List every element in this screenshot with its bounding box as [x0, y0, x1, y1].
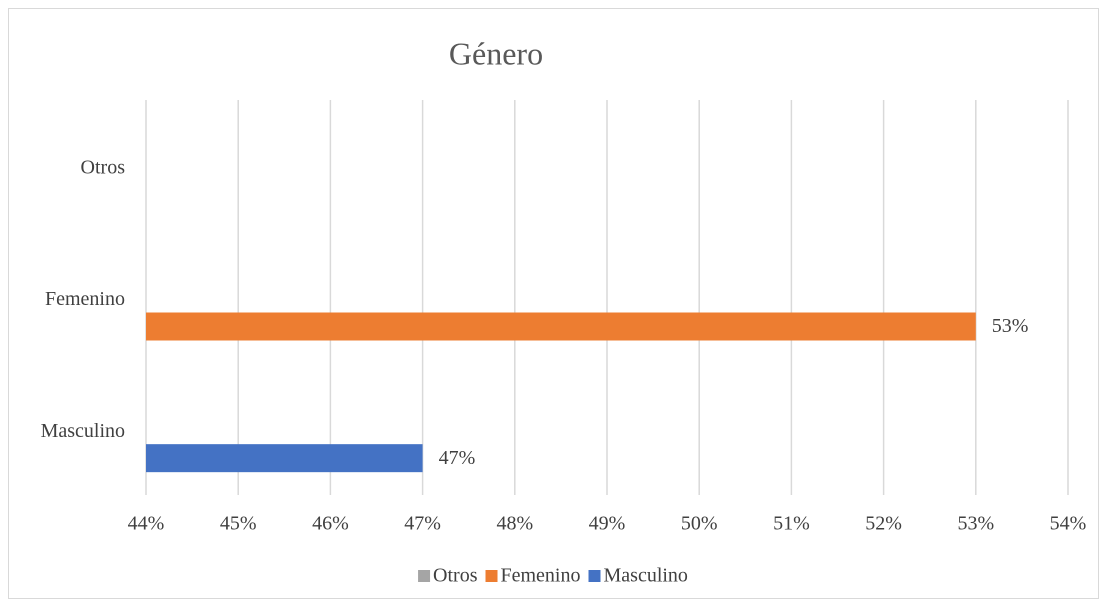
x-tick-label: 53% [957, 513, 994, 535]
x-tick-label: 45% [220, 513, 257, 535]
x-tick-label: 51% [773, 513, 810, 535]
chart-border [8, 8, 1099, 599]
y-tick-label: Masculino [41, 420, 125, 442]
data-label: 53% [992, 315, 1029, 337]
x-tick-label: 47% [404, 513, 441, 535]
x-tick-label: 44% [128, 513, 165, 535]
x-tick-label: 49% [589, 513, 626, 535]
chart-title: Género [449, 35, 543, 71]
legend-swatch [485, 570, 498, 582]
x-tick-label: 52% [865, 513, 902, 535]
bar [146, 312, 976, 341]
legend-swatch [418, 570, 431, 582]
y-tick-label: Otros [81, 156, 126, 178]
legend-label: Otros [433, 565, 478, 587]
x-tick-label: 48% [496, 513, 533, 535]
data-label: 47% [439, 447, 476, 469]
legend-label: Masculino [604, 565, 688, 587]
legend-label: Femenino [501, 565, 581, 587]
x-tick-label: 50% [681, 513, 718, 535]
bar [146, 444, 423, 473]
y-tick-label: Femenino [45, 288, 125, 310]
legend-swatch [588, 570, 601, 582]
x-tick-label: 46% [312, 513, 349, 535]
x-tick-label: 54% [1050, 513, 1087, 535]
